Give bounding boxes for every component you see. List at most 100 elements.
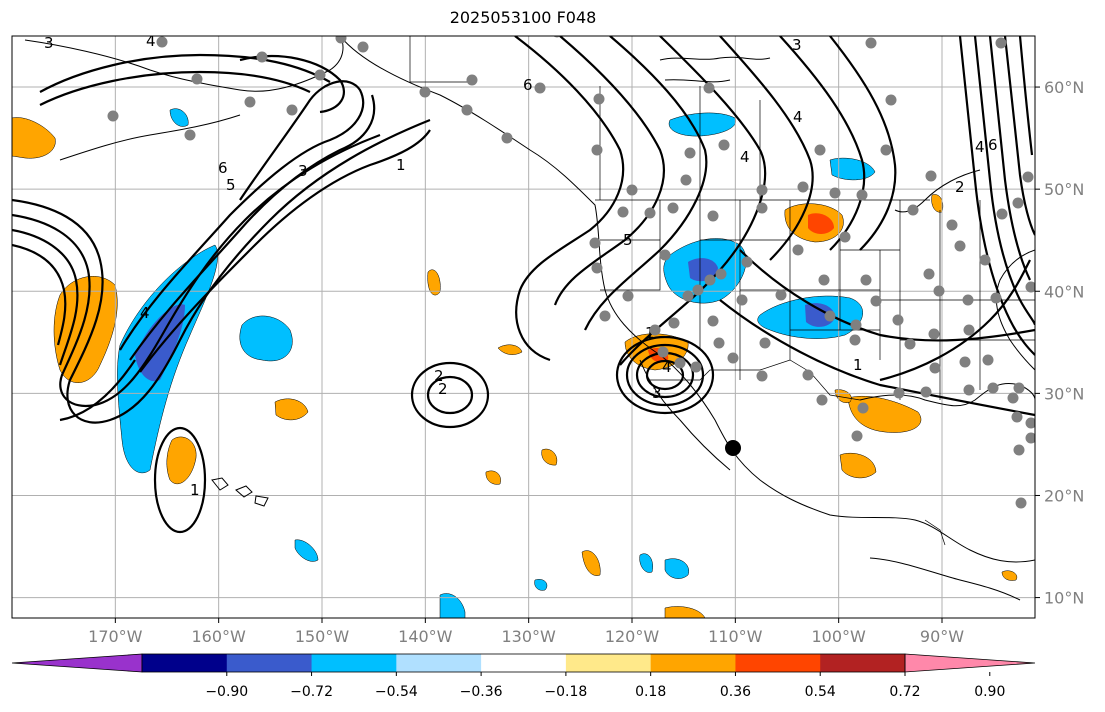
station-marker (286, 104, 298, 116)
station-marker (1011, 411, 1023, 423)
contour-label: 4 (662, 358, 672, 376)
colorbar-swatch (650, 654, 736, 672)
station-markers (107, 36, 1035, 509)
contour-line (239, 54, 345, 114)
station-marker (684, 147, 696, 159)
station-marker (885, 94, 897, 106)
lon-tick-label: 170°W (88, 627, 143, 646)
station-marker (461, 104, 473, 116)
station-marker (314, 69, 326, 81)
station-marker (857, 402, 869, 414)
station-marker (107, 110, 119, 122)
contour-label: 4 (140, 304, 150, 322)
station-marker (946, 219, 958, 231)
station-marker (649, 324, 661, 336)
lon-tick-label: 150°W (295, 627, 350, 646)
contour-label: 1 (190, 481, 200, 499)
contour-line (988, 36, 1031, 281)
contour-line (426, 375, 474, 415)
contour-label: 3 (652, 384, 662, 402)
contour-label: 3 (298, 162, 308, 180)
lat-tick-label: 10°N (1044, 589, 1084, 608)
station-marker (756, 370, 768, 382)
station-marker (907, 204, 919, 216)
contour-line (514, 36, 625, 362)
station-marker (591, 262, 603, 274)
lat-tick-label: 60°N (1044, 78, 1084, 97)
station-marker (860, 274, 872, 286)
contours (12, 36, 1035, 534)
graticule (12, 36, 1035, 618)
station-marker (713, 337, 725, 349)
lon-axis: 170°W 160°W 150°W 140°W 130°W 120°W 110°W 100°W… (88, 618, 964, 646)
lat-tick-label: 50°N (1044, 180, 1084, 199)
station-marker (979, 254, 991, 266)
station-marker (816, 394, 828, 406)
station-marker (1007, 392, 1019, 404)
station-marker (419, 86, 431, 98)
contour-line (12, 133, 381, 408)
colorbar-extend-high (904, 653, 1036, 673)
station-marker (797, 181, 809, 193)
contour-line (619, 36, 767, 366)
contour-label: 2 (955, 178, 965, 196)
contour-line (12, 228, 79, 366)
contour-label: 1 (853, 356, 863, 374)
station-marker (534, 82, 546, 94)
station-marker (849, 334, 861, 346)
station-marker (1012, 197, 1024, 209)
station-marker (963, 324, 975, 336)
colorbar-tick-label: −0.18 (544, 684, 587, 700)
station-marker (959, 356, 971, 368)
colorbar-swatch (226, 654, 313, 672)
colorbar-swatch (565, 654, 652, 672)
contour-line (958, 36, 1035, 356)
colorbar-outline (141, 653, 906, 673)
station-marker (501, 132, 513, 144)
contour-line (739, 249, 1035, 342)
station-marker (622, 290, 634, 302)
contour-line (719, 36, 814, 261)
station-marker (759, 337, 771, 349)
station-marker (870, 295, 882, 307)
station-marker (626, 184, 638, 196)
colorbar-swatch (481, 654, 567, 672)
station-marker (644, 207, 656, 219)
station-marker (244, 96, 256, 108)
colorbar-tick-label: 0.36 (720, 684, 751, 700)
station-marker (680, 174, 692, 186)
colorbar-tick-label: 0.18 (635, 684, 666, 700)
station-marker (736, 294, 748, 306)
station-marker (1015, 497, 1027, 509)
station-marker (667, 202, 679, 214)
map-area: 6 5 3 1 4 2 2 1 6 5 1 4 3 4 4 3 1 2 4 6 … (12, 36, 1035, 618)
station-marker (191, 73, 203, 85)
station-marker (851, 430, 863, 442)
colorbar-tick-label: −0.90 (205, 684, 248, 700)
station-marker (727, 352, 739, 364)
station-marker (718, 139, 730, 151)
contour-line (879, 259, 1031, 382)
station-marker (184, 129, 196, 141)
colorbar-tick-label: 0.72 (889, 684, 920, 700)
contour-line (129, 94, 376, 361)
station-marker (856, 189, 868, 201)
contour-line (615, 335, 715, 415)
station-marker (839, 231, 851, 243)
contour-line (779, 36, 866, 251)
station-marker (1022, 171, 1034, 183)
station-marker (156, 36, 168, 48)
station-marker (690, 361, 702, 373)
colorbar-swatch (311, 654, 397, 672)
station-marker (962, 294, 974, 306)
contour-label: 1 (396, 156, 406, 174)
colorbar-tick-label: −0.72 (290, 684, 333, 700)
contour-line (39, 70, 311, 106)
lon-tick-label: 110°W (708, 627, 763, 646)
station-marker (996, 208, 1008, 220)
contour-label: 5 (226, 176, 236, 194)
plot-title: 2025053100 F048 (449, 8, 597, 27)
station-marker (756, 184, 768, 196)
contour-line (625, 343, 705, 407)
